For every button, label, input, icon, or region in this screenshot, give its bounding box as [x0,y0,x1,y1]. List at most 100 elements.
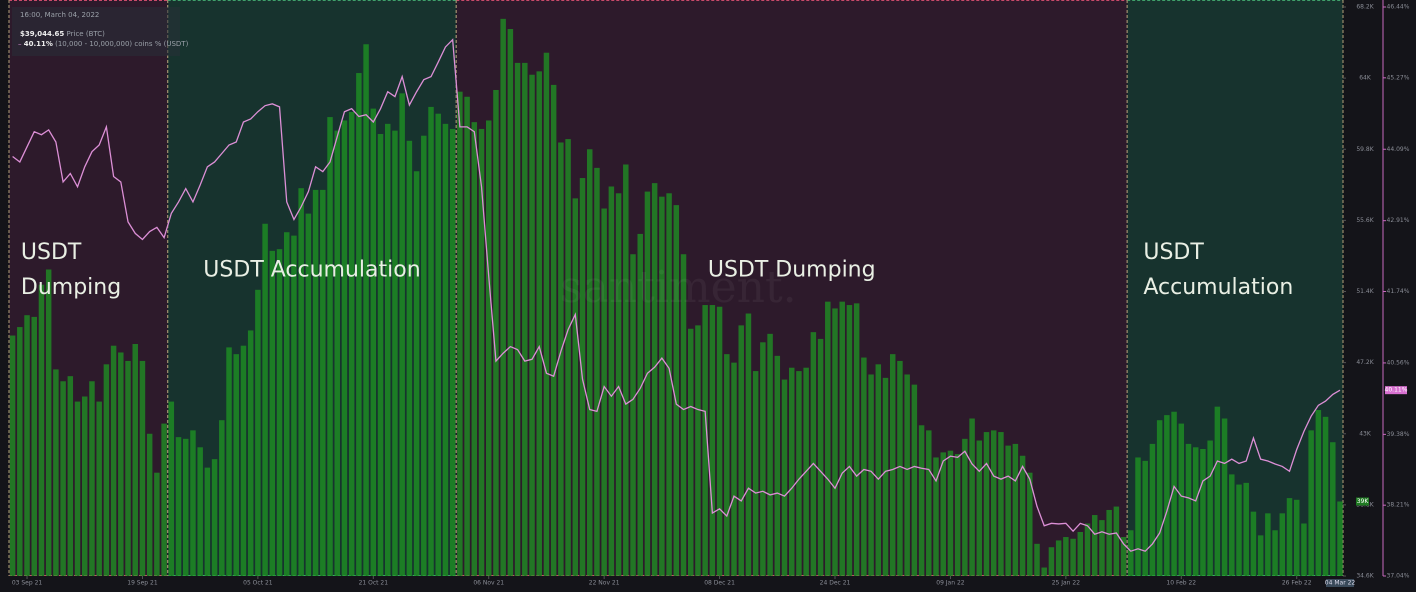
bar [233,354,239,576]
y-tick-label: 34.6K [1356,573,1374,580]
y-tick-label: 64K [1359,75,1372,82]
x-badge: 04 Mar 22 [1325,580,1356,587]
bar [211,459,218,576]
bar [752,371,759,576]
bar [175,437,182,576]
bar [1048,547,1055,576]
bar [442,123,449,577]
region-label: USDT Accumulation [203,257,421,283]
bar [1005,445,1011,576]
bar [1185,443,1192,576]
bar [1106,509,1112,576]
bar [507,29,514,576]
bar [796,371,802,576]
bar [630,254,636,576]
bar [1055,540,1062,576]
y2-tick-label: 46.44% [1387,4,1410,11]
x-tick-label: 19 Sep 21 [127,580,158,587]
x-tick-label: 21 Oct 21 [359,580,389,587]
bar [9,335,16,576]
bar [60,381,66,576]
bar [204,467,211,576]
legend-swatch: – [18,40,22,48]
bar [687,328,694,576]
bar [990,430,997,576]
y2-tick-label: 38.21% [1387,502,1410,509]
bar [493,89,499,577]
y-tick-label: 68.2K [1356,4,1374,11]
bar [320,189,326,576]
bar [1315,410,1322,576]
y2-tick-label: 40.56% [1387,359,1410,366]
bar [255,289,261,576]
x-badge-bg [1326,579,1354,587]
bar [1272,530,1278,576]
bar [1135,457,1141,576]
bar [1337,501,1343,576]
bar [1257,535,1264,576]
bar [666,193,672,576]
bar [1041,567,1047,576]
bar [680,254,687,576]
bar [67,376,74,576]
bar [529,74,535,576]
bar [1330,442,1336,576]
bar [247,330,254,576]
bar [1308,430,1314,576]
bar [45,269,52,576]
bar [370,108,377,576]
y-tick-label: 43K [1359,430,1372,437]
legend-entry: Price (BTC) [66,30,105,38]
bar [146,433,153,576]
bar [998,432,1004,576]
y-tick-label: 59.8K [1356,146,1374,153]
bar [550,84,557,577]
bar [190,430,196,576]
bar [767,333,773,576]
bar [1091,515,1098,576]
x-tick-label: 03 Sep 21 [12,580,43,587]
bar [356,73,362,576]
bar [305,213,312,576]
bar [269,250,276,576]
bar [276,249,283,576]
bar [406,140,413,576]
bar [132,343,138,576]
bar [399,93,405,576]
bar [1293,499,1300,576]
bar [1322,416,1329,576]
x-tick-label: 06 Nov 21 [473,580,504,587]
bar [81,396,88,576]
bar [312,189,319,576]
bar [940,452,946,576]
x-tick-label: 25 Jan 22 [1052,580,1081,587]
bar [651,183,658,576]
bar [1070,538,1076,576]
bar [363,44,369,576]
bar [485,120,492,577]
bar [724,354,730,576]
bar [586,149,593,576]
bar [889,354,896,576]
bar [500,18,506,576]
bar [1229,474,1235,576]
bar [969,418,975,576]
bar [449,128,456,576]
bar [926,430,932,576]
bar [846,305,853,576]
bar [623,164,629,576]
y2-badge: 40.11% [1385,387,1408,394]
bar [904,374,910,576]
bar [110,345,117,576]
bar [262,223,268,576]
bar [421,135,427,576]
bar [471,122,478,577]
bar [139,360,146,576]
y2-tick-label: 45.27% [1387,74,1410,81]
bar [1084,523,1091,576]
bar [1265,513,1271,576]
bar [168,401,175,576]
bar [1178,423,1185,576]
bar [875,364,882,576]
bar [868,374,874,576]
